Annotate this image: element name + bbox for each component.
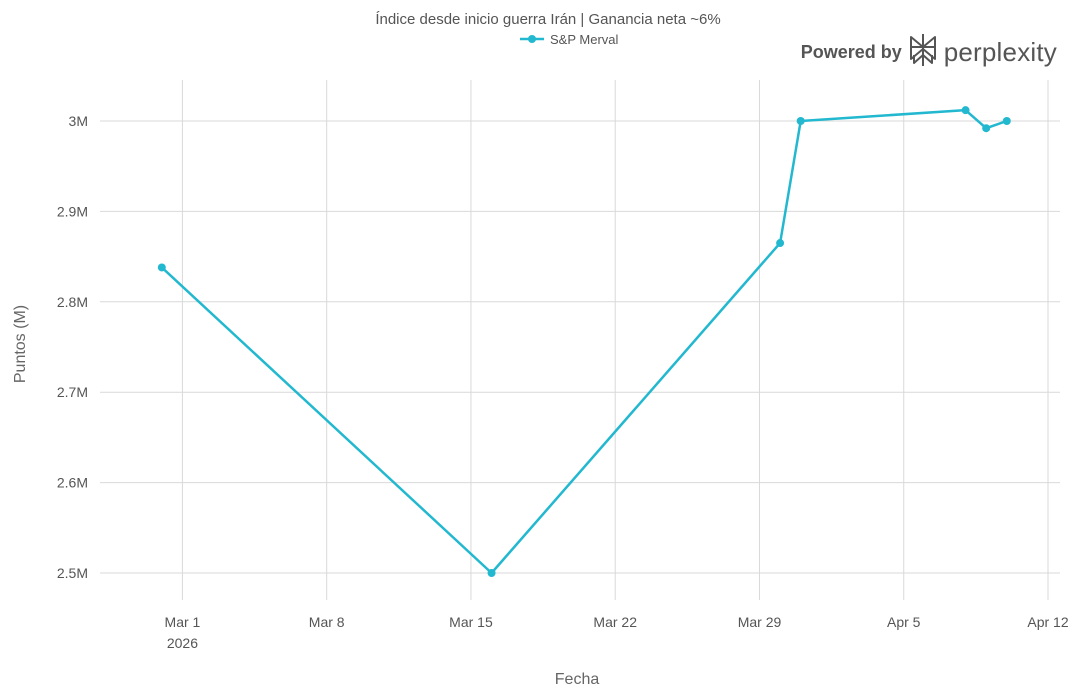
- x-axis-title: Fecha: [555, 671, 600, 687]
- x-tick-label: Mar 8: [309, 614, 345, 630]
- legend[interactable]: S&P Merval: [520, 32, 619, 47]
- data-point[interactable]: [796, 117, 805, 125]
- perplexity-brand-name: perplexity: [943, 36, 1057, 67]
- x-tick-label: Mar 22: [593, 614, 637, 630]
- data-point[interactable]: [487, 569, 496, 577]
- series-line: [160, 108, 1009, 575]
- x-tick-label: Apr 12: [1027, 614, 1068, 630]
- grid: [100, 80, 1060, 600]
- y-tick-label: 2.9M: [57, 203, 88, 219]
- chart-title: Índice desde inicio guerra Irán | Gananc…: [375, 11, 720, 28]
- legend-marker-swatch: [528, 35, 536, 43]
- x-tick-sublabel: 2026: [167, 635, 198, 651]
- x-tick-labels: Mar 1 2026 Mar 8 Mar 15 Mar 22 Mar 29 Apr 5 Apr…: [165, 614, 1069, 651]
- data-point[interactable]: [776, 239, 785, 248]
- y-tick-label: 2.8M: [57, 294, 88, 310]
- x-tick-label: Apr 5: [887, 614, 921, 630]
- data-point[interactable]: [982, 124, 991, 133]
- data-point[interactable]: [157, 263, 166, 272]
- powered-by-label: Powered by: [800, 41, 902, 62]
- y-tick-label: 2.7M: [57, 384, 88, 400]
- x-tick-label: Mar 29: [738, 614, 782, 630]
- y-tick-label: 2.5M: [57, 565, 88, 581]
- data-point[interactable]: [1002, 117, 1011, 125]
- x-tick-label: Mar 15: [449, 614, 493, 630]
- powered-by-badge[interactable]: Powered by perplexity: [800, 33, 1057, 72]
- data-point[interactable]: [961, 106, 970, 115]
- y-tick-label: 2.6M: [57, 475, 88, 491]
- y-tick-label: 3M: [69, 113, 88, 129]
- legend-label: S&P Merval: [550, 32, 619, 47]
- series-layer: [157, 106, 1011, 577]
- perplexity-logo-icon: [908, 33, 938, 72]
- y-axis-title: Puntos (M): [12, 305, 29, 383]
- x-tick-label: Mar 1: [165, 614, 201, 630]
- y-tick-labels: 2.5M 2.6M 2.7M 2.8M 2.9M 3M: [57, 113, 88, 581]
